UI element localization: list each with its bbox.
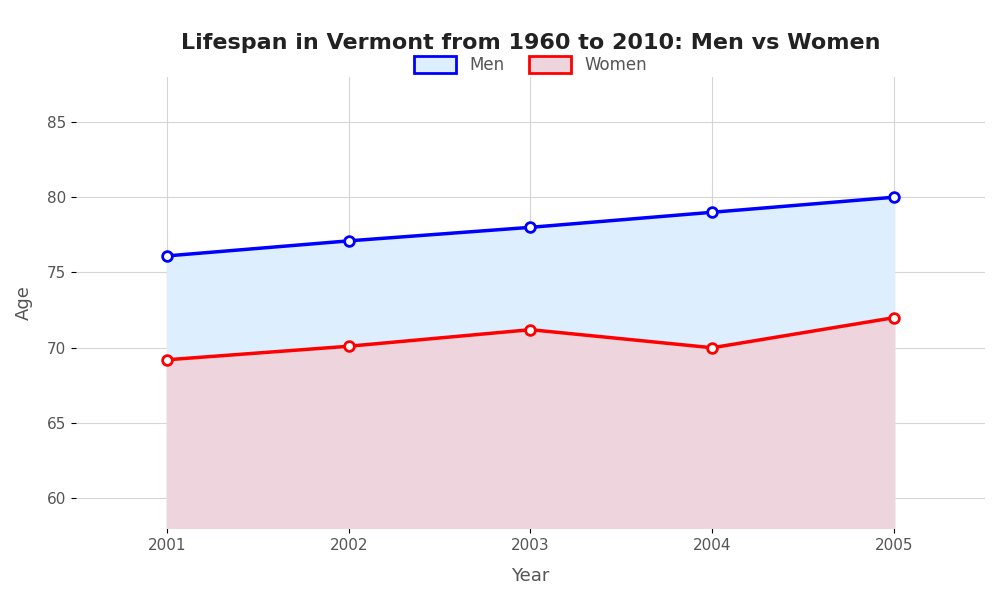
Y-axis label: Age: Age <box>15 285 33 320</box>
Title: Lifespan in Vermont from 1960 to 2010: Men vs Women: Lifespan in Vermont from 1960 to 2010: M… <box>181 33 880 53</box>
Legend: Men, Women: Men, Women <box>407 49 654 80</box>
X-axis label: Year: Year <box>511 567 550 585</box>
